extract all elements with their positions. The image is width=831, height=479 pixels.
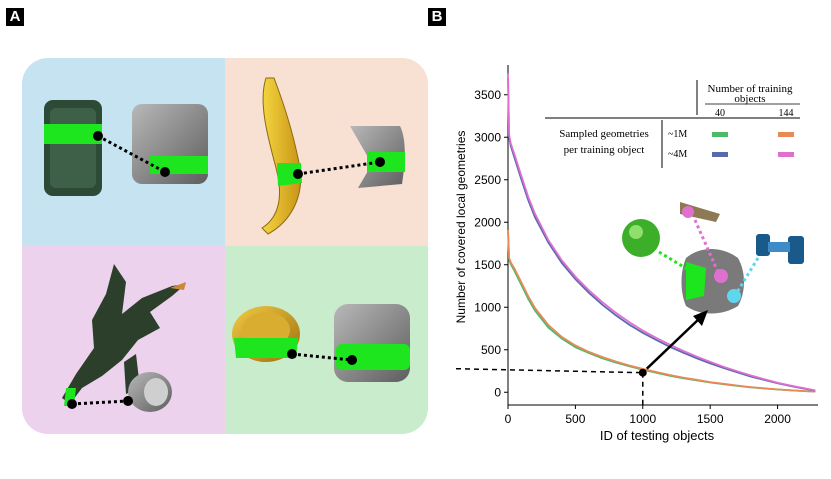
grey-block-object: [334, 304, 410, 382]
y-tick-label: 1000: [474, 300, 501, 314]
series-line-1: [507, 229, 816, 393]
legend-col-144: 144: [779, 108, 794, 119]
legend-row-title-1: Sampled geometries: [559, 128, 649, 140]
match-line-tr: [293, 157, 385, 179]
x-tick-label: 500: [565, 412, 585, 426]
y-tick-label: 500: [481, 343, 501, 357]
series-line-2: [507, 77, 816, 392]
legend-row-title-2: per training object: [564, 144, 645, 156]
y-axis-label: Number of covered local geometries: [454, 131, 468, 324]
y-tick-label: 2500: [474, 173, 501, 187]
x-tick-label: 0: [505, 412, 512, 426]
legend-swatch-40-1m: [712, 132, 728, 137]
container-object: [44, 100, 102, 196]
match-line-bl: [67, 396, 133, 409]
y-tick-label: 3500: [474, 88, 501, 102]
y-axis-ticks: 0 500 1000 1500 2000 2500 3000 3500: [474, 88, 508, 399]
legend-swatch-144-4m: [778, 152, 794, 157]
x-tick-label: 1500: [697, 412, 724, 426]
legend-swatch-144-1m: [778, 132, 794, 137]
chart-series: [507, 73, 816, 393]
legend-column-title-2: objects: [734, 93, 765, 105]
grey-wedge-object: [350, 126, 405, 188]
legend-table: Number of training objects 40 144 Sample…: [545, 80, 800, 168]
legend-column-title-1: Number of training: [708, 83, 793, 95]
x-tick-label: 1000: [629, 412, 656, 426]
y-tick-label: 3000: [474, 130, 501, 144]
legend-swatch-40-4m: [712, 152, 728, 157]
annotation-arrow-head: [693, 310, 708, 326]
panel-b-label: B: [428, 8, 446, 26]
annotation-marker: [455, 310, 708, 405]
panel-a-label: A: [6, 8, 24, 26]
gold-pot-object: [232, 306, 300, 362]
annotation-arrow-shaft: [645, 317, 701, 370]
series-line-3: [507, 73, 816, 392]
annotation-hline: [455, 367, 643, 374]
funnel-object: [128, 372, 172, 412]
match-line-tl: [93, 131, 170, 177]
legend-col-40: 40: [715, 108, 725, 119]
x-axis-label: ID of testing objects: [600, 428, 715, 443]
match-line-br: [287, 349, 357, 365]
x-axis-ticks: 0 500 1000 1500 2000: [505, 405, 791, 426]
x-tick-label: 2000: [764, 412, 791, 426]
banana-object: [261, 77, 302, 235]
y-tick-label: 0: [494, 385, 501, 399]
annotation-point: [638, 368, 647, 377]
y-tick-label: 2000: [474, 215, 501, 229]
legend-row-4m: ~4M: [668, 149, 687, 160]
inset-illustration: [622, 202, 804, 314]
coverage-chart: 0 500 1000 1500 2000 2500 3000 3500 0 500 1000 150…: [454, 65, 818, 443]
panel-a-illustrations: [22, 58, 428, 434]
y-tick-label: 1500: [474, 258, 501, 272]
legend-row-1m: ~1M: [668, 129, 687, 140]
